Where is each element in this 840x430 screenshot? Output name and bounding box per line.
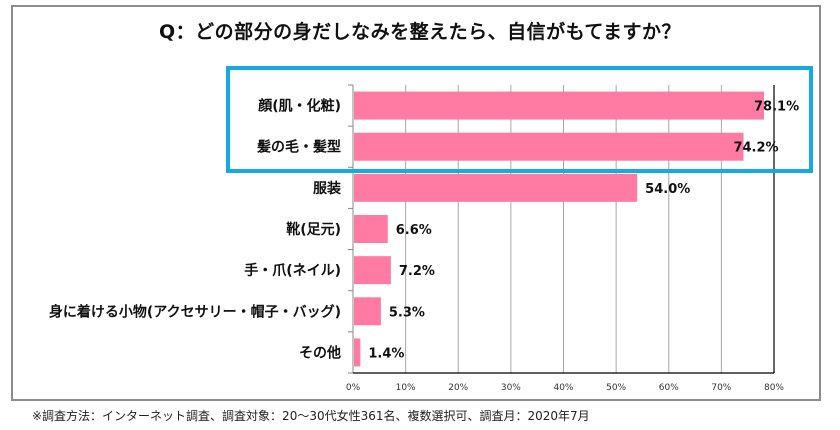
category-label: 靴(足元) [286,221,341,238]
category-label: 身に着ける小物(アクセサリー・帽子・バッグ) [49,303,341,320]
bar [354,297,381,326]
x-tick-label: 80% [764,383,784,393]
bar [354,215,388,243]
x-tick-label: 60% [659,383,679,393]
x-tick-labels: 0% 10% 20% 30% 40% 50% 60% 70% 80% [346,383,785,393]
x-tick-label: 0% [346,383,361,393]
x-tick-label: 40% [553,383,573,393]
footnote: ※調査方法：インターネット調査、調査対象：20～30代女性361名、複数選択可、… [32,409,590,423]
bar [354,256,391,285]
bar [354,173,638,202]
bar [354,338,361,367]
value-label: 6.6% [396,223,432,238]
x-tick-label: 30% [501,383,521,393]
gridlines [405,85,775,373]
category-label: 顔(肌・化粧) [257,98,341,115]
value-label: 5.3% [389,305,425,320]
category-label: 手・爪(ネイル) [244,262,341,279]
highlight-box [226,66,813,173]
category-label: 髪の毛・髪型 [256,139,341,156]
value-label: 54.0% [645,182,690,197]
x-tick-label: 20% [448,383,468,393]
x-tick-label: 50% [606,383,626,393]
chart-title: Q：どの部分の身だしなみを整えたら、自信がもてますか？ [159,21,681,43]
chart-frame [11,5,821,401]
value-label: 1.4% [368,346,404,361]
highlight-box-rect [226,66,813,173]
category-label: その他 [299,344,341,361]
value-label: 78.1% [754,100,799,115]
bar [354,91,765,120]
value-labels: 78.1% 74.2% 54.0% 6.6% 7.2% 5.3% 1.4% [368,100,799,362]
value-label: 7.2% [399,264,435,279]
category-label: 服装 [313,180,342,197]
value-label: 74.2% [733,141,778,156]
x-tick-label: 70% [711,383,731,393]
bar [354,132,744,161]
axes [348,84,774,374]
x-tick-label: 10% [396,383,416,393]
bars [354,91,765,367]
